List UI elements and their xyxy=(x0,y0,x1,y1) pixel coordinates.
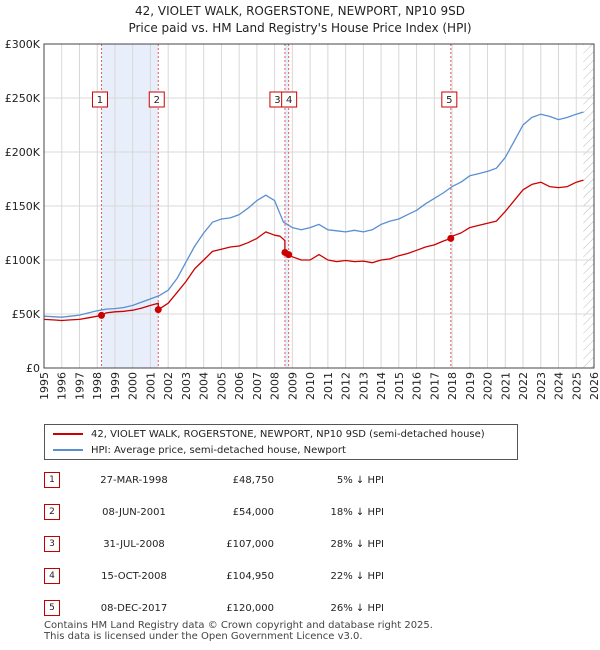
transaction-price: £104,950 xyxy=(226,571,274,582)
x-tick-label: 2014 xyxy=(375,372,388,400)
x-tick-label: 2020 xyxy=(482,372,495,400)
legend-swatch-hpi xyxy=(53,449,83,451)
legend-item-property: 42, VIOLET WALK, ROGERSTONE, NEWPORT, NP… xyxy=(53,427,485,443)
chart-title: 42, VIOLET WALK, ROGERSTONE, NEWPORT, NP… xyxy=(0,3,600,37)
transaction-date: 08-JUN-2001 xyxy=(102,507,166,518)
transaction-number: 2 xyxy=(44,504,60,520)
x-tick-label: 2026 xyxy=(588,372,600,400)
x-tick-label: 2015 xyxy=(393,372,406,400)
transaction-number: 1 xyxy=(44,472,60,488)
legend-swatch-property xyxy=(53,433,83,435)
transaction-marker xyxy=(91,91,108,108)
x-tick-label: 1997 xyxy=(73,372,86,400)
transaction-marker-label: 2 xyxy=(154,95,160,106)
transaction-dot xyxy=(154,306,162,314)
transaction-price: £120,000 xyxy=(226,603,274,614)
legend-label-property: 42, VIOLET WALK, ROGERSTONE, NEWPORT, NP… xyxy=(91,429,485,440)
x-tick-label: 2007 xyxy=(251,372,264,400)
x-tick-label: 2013 xyxy=(357,372,370,400)
x-tick-label: 2003 xyxy=(180,372,193,400)
legend: 42, VIOLET WALK, ROGERSTONE, NEWPORT, NP… xyxy=(44,424,518,460)
transaction-dot xyxy=(447,234,455,242)
y-tick-label: £50K xyxy=(12,308,41,321)
transaction-price: £54,000 xyxy=(232,507,274,518)
x-tick-label: 2006 xyxy=(233,372,246,400)
transaction-marker xyxy=(281,91,298,108)
x-tick-label: 2001 xyxy=(144,372,157,400)
y-tick-label: £100K xyxy=(5,254,41,267)
chart-title-line: 42, VIOLET WALK, ROGERSTONE, NEWPORT, NP… xyxy=(134,4,465,18)
table-row: 4 15-OCT-2008 £104,950 22% ↓ HPI xyxy=(44,568,514,586)
transaction-number: 4 xyxy=(44,568,60,584)
transaction-date: 15-OCT-2008 xyxy=(101,571,167,582)
x-tick-label: 2011 xyxy=(322,372,335,400)
y-tick-label: £150K xyxy=(5,200,41,213)
series-lines xyxy=(43,111,584,322)
table-row: 1 27-MAR-1998 £48,750 5% ↓ HPI xyxy=(44,472,514,490)
transaction-dots xyxy=(97,234,455,319)
x-tick-label: 2010 xyxy=(304,372,317,400)
transaction-date: 08-DEC-2017 xyxy=(100,603,168,614)
transaction-price: £107,000 xyxy=(226,539,274,550)
legend-label-hpi: HPI: Average price, semi-detached house,… xyxy=(91,445,346,456)
table-row: 5 08-DEC-2017 £120,000 26% ↓ HPI xyxy=(44,600,514,618)
transaction-marker-label: 3 xyxy=(274,95,280,106)
x-tick-label: 2019 xyxy=(464,372,477,400)
x-tick-label: 2022 xyxy=(517,372,530,400)
y-tick-label: £250K xyxy=(5,92,41,105)
transaction-date: 27-MAR-1998 xyxy=(100,475,168,486)
x-tick-label: 1998 xyxy=(91,372,104,400)
y-tick-label: £0 xyxy=(26,362,40,375)
footer-licence: This data is licensed under the Open Gov… xyxy=(44,631,363,642)
transaction-marker xyxy=(441,91,458,108)
footer-copyright: Contains HM Land Registry data © Crown c… xyxy=(44,620,433,631)
plot-frame xyxy=(43,43,595,369)
x-tick-label: 2000 xyxy=(127,372,140,400)
transaction-marker xyxy=(148,91,165,108)
table-row: 2 08-JUN-2001 £54,000 18% ↓ HPI xyxy=(44,504,514,522)
x-tick-label: 2021 xyxy=(499,372,512,400)
x-tick-label: 2025 xyxy=(570,372,583,400)
y-axis-ticks: £0 £50K £100K £150K £200K £250K £300K xyxy=(5,38,41,375)
y-tick-label: £300K xyxy=(5,38,41,51)
series-line xyxy=(43,111,584,318)
x-tick-label: 2005 xyxy=(215,372,228,400)
legend-item-hpi: HPI: Average price, semi-detached house,… xyxy=(53,443,346,459)
x-axis-ticks: 1995 1996 1997 1998 1999 2000 2001 2002 2003 2004… xyxy=(38,372,600,400)
x-tick-label: 2017 xyxy=(428,372,441,400)
transaction-number: 3 xyxy=(44,536,60,552)
x-tick-label: 2004 xyxy=(198,372,211,400)
x-tick-label: 2008 xyxy=(269,372,282,400)
transaction-hpi-diff: 26% ↓ HPI xyxy=(330,603,384,614)
x-tick-label: 2002 xyxy=(162,372,175,400)
x-tick-label: 2024 xyxy=(553,372,566,400)
x-tick-label: 2012 xyxy=(340,372,353,400)
transaction-price: £48,750 xyxy=(232,475,274,486)
x-tick-label: 2018 xyxy=(446,372,459,400)
footer: Contains HM Land Registry data © Crown c… xyxy=(44,620,433,642)
transaction-hpi-diff: 18% ↓ HPI xyxy=(330,507,384,518)
transaction-marker-label: 5 xyxy=(446,95,452,106)
transaction-date: 31-JUL-2008 xyxy=(103,539,165,550)
transaction-hpi-diff: 28% ↓ HPI xyxy=(330,539,384,550)
x-tick-label: 2023 xyxy=(535,372,548,400)
transaction-dot xyxy=(97,311,105,319)
transaction-marker-label: 1 xyxy=(97,95,103,106)
x-tick-label: 1996 xyxy=(56,372,69,400)
x-tick-label: 1999 xyxy=(109,372,122,400)
x-tick-label: 2009 xyxy=(286,372,299,400)
transaction-marker-label: 4 xyxy=(286,95,292,106)
x-tick-label: 1995 xyxy=(38,372,51,400)
transaction-number: 5 xyxy=(44,600,60,616)
x-tick-label: 2016 xyxy=(411,372,424,400)
transaction-hpi-diff: 22% ↓ HPI xyxy=(330,571,384,582)
series-line xyxy=(43,179,584,322)
y-tick-label: £200K xyxy=(5,146,41,159)
table-row: 3 31-JUL-2008 £107,000 28% ↓ HPI xyxy=(44,536,514,554)
transaction-hpi-diff: 5% ↓ HPI xyxy=(336,475,384,486)
chart-subtitle-line: Price paid vs. HM Land Registry's House … xyxy=(128,21,472,35)
transaction-dot xyxy=(285,251,293,259)
